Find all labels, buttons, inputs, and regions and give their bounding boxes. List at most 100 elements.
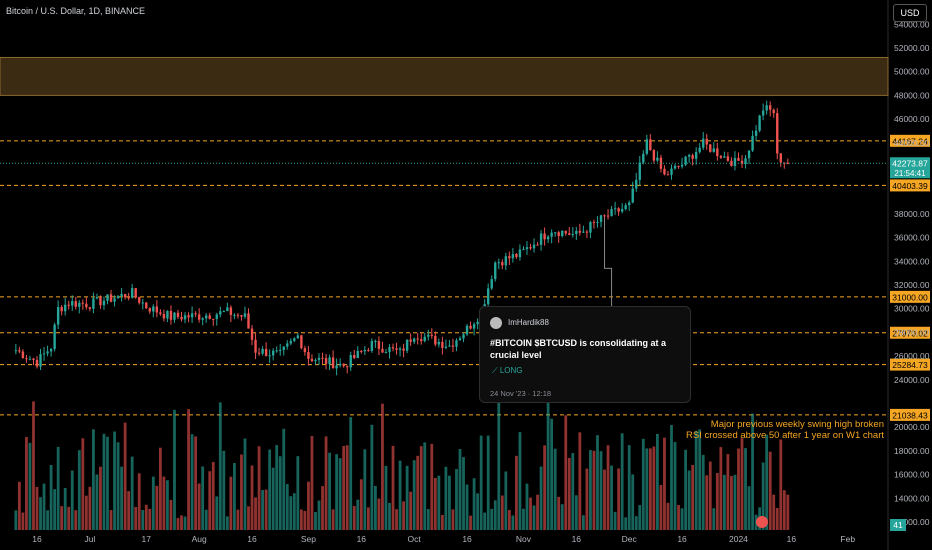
volume-bar xyxy=(645,448,649,530)
idea-headline[interactable]: #BITCOIN $BTCUSD is consolidating at a c… xyxy=(490,338,667,360)
candle-body xyxy=(546,236,550,240)
volume-bar xyxy=(786,494,790,530)
volume-bar xyxy=(229,476,233,530)
candle-body xyxy=(233,314,236,316)
volume-bar xyxy=(395,509,398,530)
candle-body xyxy=(568,233,571,235)
candle-body xyxy=(561,230,564,237)
volume-bar xyxy=(603,469,606,530)
candle-body xyxy=(155,306,159,313)
volume-bar xyxy=(257,446,261,530)
candle-body xyxy=(250,328,254,340)
candle-body xyxy=(356,350,359,359)
x-tick-label: Feb xyxy=(840,534,855,544)
candle-body xyxy=(596,221,599,223)
candle-body xyxy=(691,155,694,159)
candle-body xyxy=(458,338,462,341)
candle-body xyxy=(384,352,388,354)
candle-body xyxy=(434,335,437,345)
volume-bar xyxy=(218,402,222,530)
volume-bar xyxy=(585,468,589,530)
candle-body xyxy=(353,355,356,359)
candle-body xyxy=(236,314,240,316)
candle-body xyxy=(286,343,289,347)
candle-body xyxy=(81,302,85,304)
volume-bar xyxy=(366,507,370,530)
candle-body xyxy=(606,215,610,217)
volume-bar xyxy=(497,391,501,530)
volume-bar xyxy=(398,460,402,530)
candle-body xyxy=(46,351,49,354)
candle-body xyxy=(677,165,680,167)
candle-body xyxy=(525,247,529,250)
candle-body xyxy=(99,297,102,306)
volume-bar xyxy=(296,456,300,530)
event-icon xyxy=(756,516,768,528)
candle-body xyxy=(32,358,35,360)
volume-bar xyxy=(215,496,219,530)
candle-body xyxy=(335,365,338,369)
candle-body xyxy=(88,307,92,309)
candle-body xyxy=(437,341,441,345)
currency-button[interactable]: USD xyxy=(893,4,927,22)
volume-bar xyxy=(589,450,592,530)
volume-bar xyxy=(176,517,180,530)
candle-body xyxy=(39,354,42,367)
volume-bar xyxy=(433,477,437,530)
volume-bar xyxy=(694,430,698,530)
volume-bar xyxy=(381,403,384,530)
candle-body xyxy=(423,336,426,342)
author-name[interactable]: ImHardik88 xyxy=(508,318,549,327)
volume-bar xyxy=(648,448,652,530)
x-tick-label: 16 xyxy=(677,534,687,544)
candle-body xyxy=(162,314,166,319)
x-tick-label: 16 xyxy=(32,534,42,544)
candle-body xyxy=(779,153,782,163)
y-tick-label: 18000.00 xyxy=(894,446,930,456)
x-tick-label: Nov xyxy=(516,534,532,544)
volume-bar xyxy=(613,511,617,530)
volume-bar xyxy=(211,461,215,530)
volume-bar xyxy=(634,516,638,530)
x-tick-label: 16 xyxy=(357,534,367,544)
candle-body xyxy=(624,205,627,210)
level-price-tag xyxy=(890,408,930,421)
candle-body xyxy=(747,150,751,159)
candle-body xyxy=(783,162,786,164)
volume-bar xyxy=(328,452,331,530)
volume-value-label: 41 xyxy=(893,520,903,530)
candle-body xyxy=(349,355,352,368)
candle-body xyxy=(222,311,226,313)
volume-bar xyxy=(698,429,702,530)
volume-bar xyxy=(60,506,64,530)
candle-body xyxy=(324,358,328,364)
volume-bar xyxy=(536,494,539,530)
level-price-tag xyxy=(890,290,930,303)
idea-card[interactable]: ImHardik88 #BITCOIN $BTCUSD is consolida… xyxy=(479,306,691,403)
volume-bar xyxy=(236,509,240,530)
candle-body xyxy=(338,363,342,366)
volume-bar xyxy=(652,446,656,530)
y-tick-label: 34000.00 xyxy=(894,256,930,266)
candle-body xyxy=(257,352,261,354)
volume-bar xyxy=(289,496,293,530)
volume-bar xyxy=(715,473,719,530)
y-tick-label: 32000.00 xyxy=(894,280,930,290)
candle-body xyxy=(169,310,173,320)
volume-bar xyxy=(92,429,95,530)
candle-body xyxy=(67,304,70,306)
volume-bar xyxy=(39,497,42,530)
volume-bar xyxy=(423,442,427,530)
y-tick-label: 12000.00 xyxy=(894,517,930,527)
volume-bar xyxy=(412,460,416,530)
candle-body xyxy=(201,318,204,320)
volume-bar xyxy=(278,456,282,530)
volume-bar xyxy=(599,451,603,530)
volume-value-tag xyxy=(890,519,906,531)
candle-body xyxy=(663,168,666,175)
volume-bar xyxy=(627,445,631,530)
volume-bar xyxy=(123,422,127,530)
volume-bar xyxy=(243,438,247,530)
volume-bar xyxy=(638,505,642,530)
